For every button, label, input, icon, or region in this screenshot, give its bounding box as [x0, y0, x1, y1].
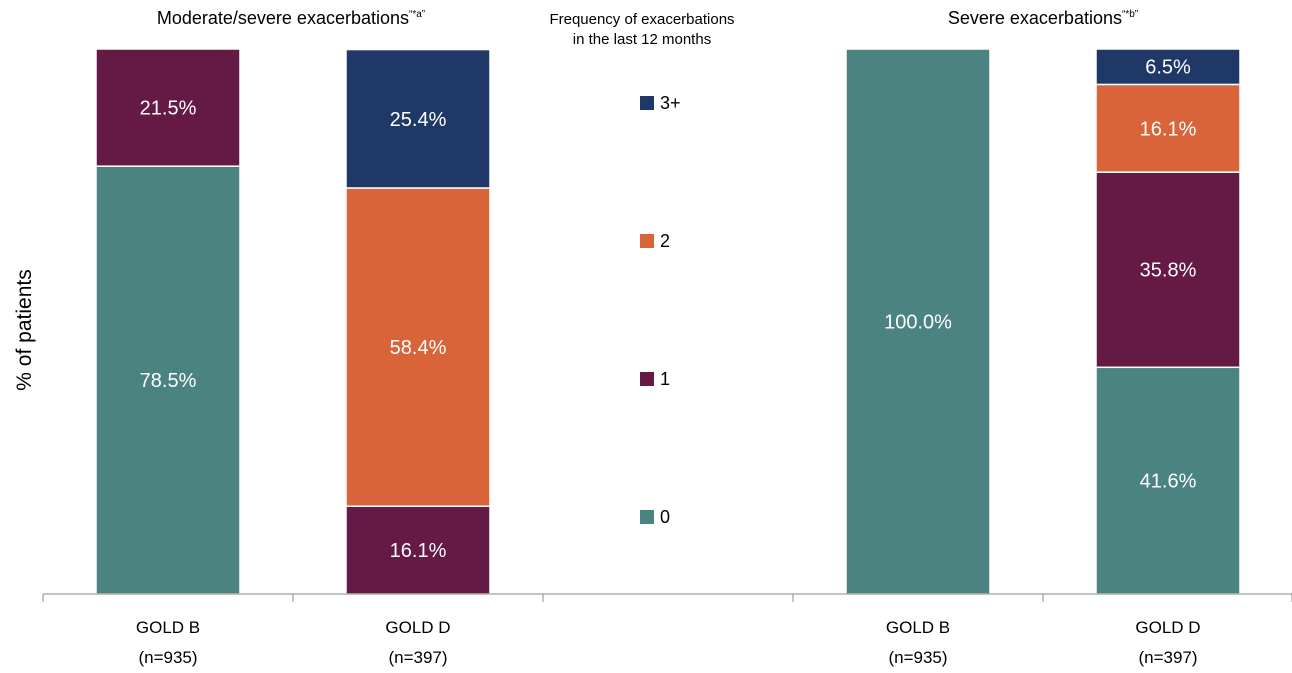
data-label-panel1-gold-d-series-1: 16.1%: [390, 540, 447, 562]
x-tick-label-panel1-gold-b: GOLD B: [136, 618, 200, 637]
data-label-panel2-gold-d-series-3plus: 6.5%: [1145, 57, 1191, 79]
y-axis-label: % of patients: [13, 269, 36, 390]
legend-label-2: 2: [660, 231, 670, 251]
x-tick-note-panel1-gold-d: (n=397): [388, 648, 447, 667]
data-label-panel1-gold-b-series-1: 21.5%: [140, 98, 197, 120]
x-tick-label-panel1-gold-d: GOLD D: [385, 618, 450, 637]
bars-layer: [95, 48, 1241, 595]
x-tick-label-panel2-gold-d: GOLD D: [1135, 618, 1200, 637]
data-label-panel2-gold-b-series-0: 100.0%: [884, 312, 952, 334]
x-axis-tick-labels: GOLD B (n=935) GOLD D (n=397) GOLD B (n=935) G…: [136, 618, 1201, 667]
legend: Frequency of exacerbations in the last 1…: [549, 11, 734, 527]
data-label-panel2-gold-d-series-1: 35.8%: [1140, 260, 1197, 282]
legend-swatch-0: [640, 510, 654, 524]
data-label-panel2-gold-d-series-2: 16.1%: [1140, 118, 1197, 140]
bar-segment-panel2-gold-b-series-0: [845, 48, 991, 595]
x-tick-label-panel2-gold-b: GOLD B: [886, 618, 950, 637]
x-axis-ticks: [42, 594, 1292, 602]
panel-title-severe: Severe exacerbations“*b”: [948, 8, 1138, 28]
data-label-panel1-gold-d-series-3plus: 25.4%: [390, 109, 447, 131]
bar-segment-panel1-gold-d-series-3plus: [345, 48, 491, 189]
legend-title-line-2: in the last 12 months: [573, 31, 711, 48]
bar-segment-panel2-gold-d-series-1: [1095, 171, 1241, 369]
data-label-panel1-gold-b-series-0: 78.5%: [140, 370, 197, 392]
bar-segment-panel1-gold-b-series-1: [95, 48, 241, 167]
panel-title-moderate-severe: Moderate/severe exacerbations“*a”: [157, 8, 425, 28]
legend-title-line-1: Frequency of exacerbations: [549, 11, 734, 28]
legend-label-1: 1: [660, 369, 670, 389]
x-tick-note-panel2-gold-d: (n=397): [1138, 648, 1197, 667]
panel-title-moderate-severe-text: Moderate/severe exacerbations: [157, 8, 409, 28]
bar-segment-panel2-gold-d-series-3plus: [1095, 48, 1241, 86]
panel-title-severe-text: Severe exacerbations: [948, 8, 1122, 28]
bar-segment-panel1-gold-b-series-0: [95, 165, 241, 595]
panel-title-severe-superscript: “*b”: [1122, 9, 1138, 20]
x-tick-note-panel1-gold-b: (n=935): [138, 648, 197, 667]
legend-swatch-1: [640, 372, 654, 386]
legend-label-0: 0: [660, 507, 670, 527]
x-tick-note-panel2-gold-b: (n=935): [888, 648, 947, 667]
legend-label-3plus: 3+: [660, 93, 681, 113]
bar-segment-panel1-gold-d-series-2: [345, 187, 491, 508]
panel-title-moderate-severe-superscript: “*a”: [409, 9, 425, 20]
legend-swatch-3plus: [640, 96, 654, 110]
data-label-panel1-gold-d-series-2: 58.4%: [390, 337, 447, 359]
bar-segment-panel2-gold-d-series-2: [1095, 83, 1241, 173]
data-label-panel2-gold-d-series-0: 41.6%: [1140, 471, 1197, 493]
legend-swatch-2: [640, 234, 654, 248]
data-labels-layer: 78.5% 21.5% 16.1% 58.4% 25.4% 100.0% 41.6% 35.8…: [140, 57, 1197, 562]
